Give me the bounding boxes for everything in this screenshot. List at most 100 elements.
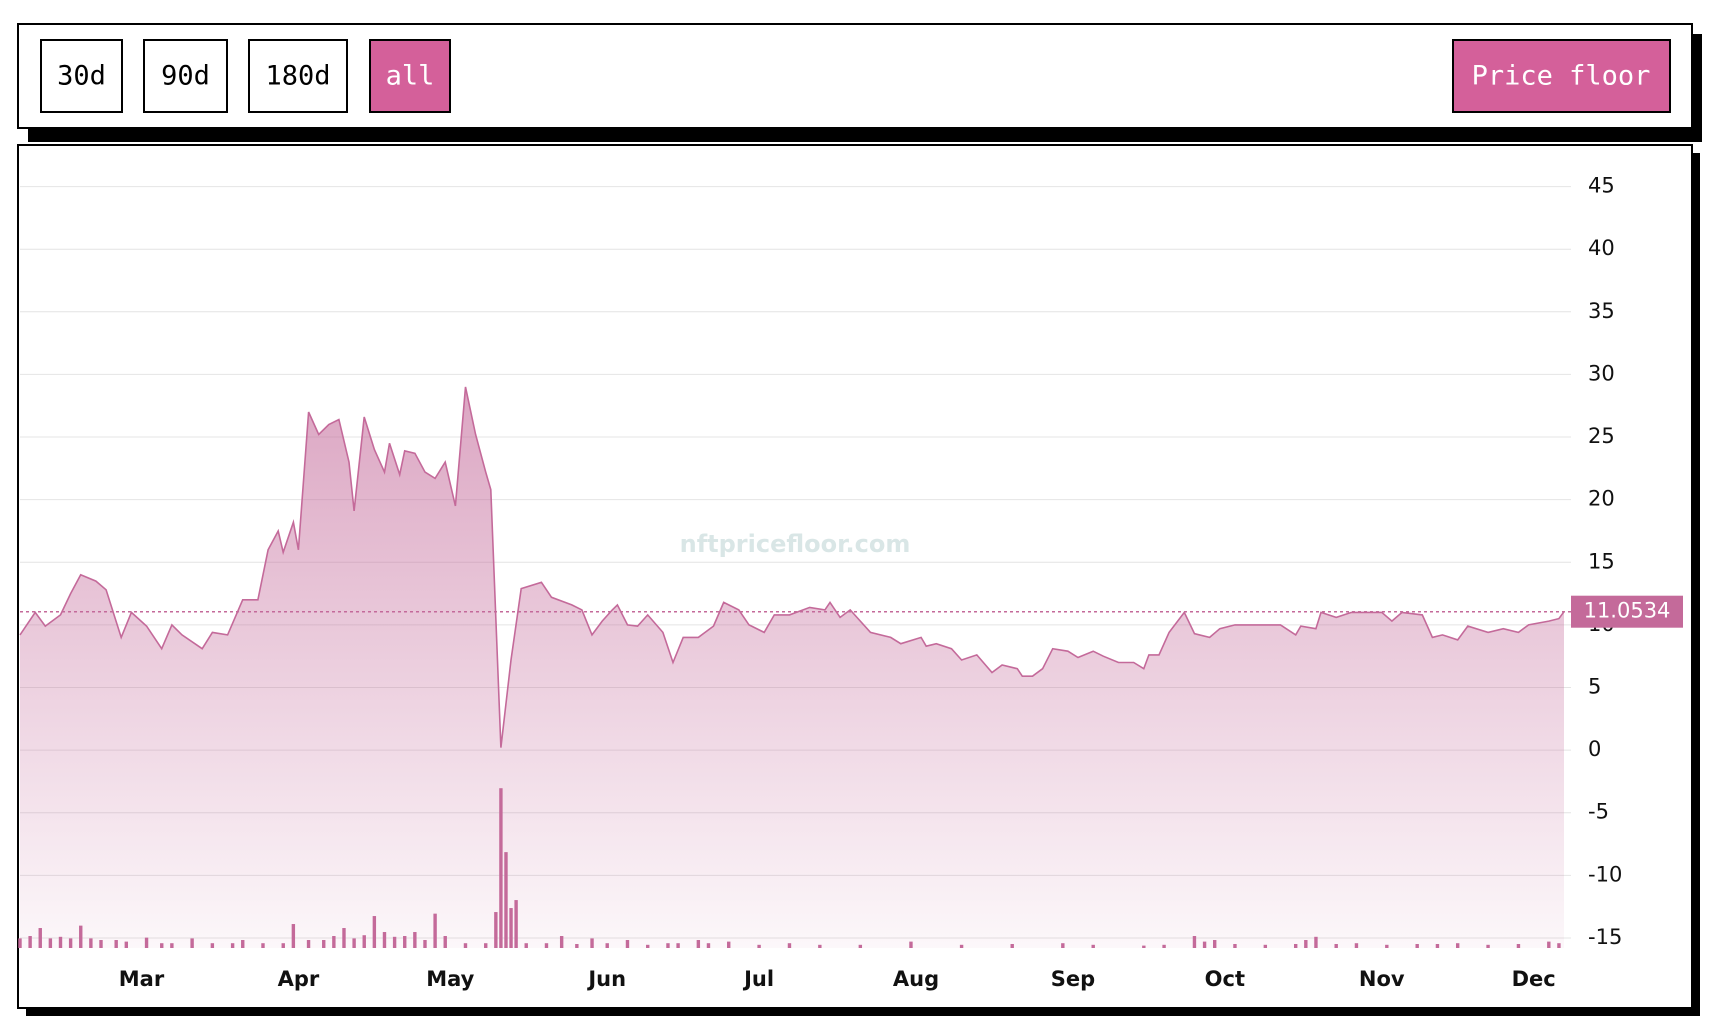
- volume-bar: [559, 936, 564, 948]
- volume-bar: [362, 935, 366, 948]
- volume-bar: [261, 943, 265, 948]
- y-tick-label: 25: [1588, 424, 1615, 448]
- button-box[interactable]: [1452, 39, 1671, 113]
- volume-bar: [160, 943, 164, 948]
- volume-bar: [706, 943, 711, 948]
- y-tick-label: 15: [1588, 549, 1615, 573]
- range-button[interactable]: all: [369, 39, 451, 113]
- volume-bar: [38, 928, 42, 948]
- volume-bar: [281, 943, 285, 948]
- volume-bar: [1486, 944, 1490, 948]
- volume-bar: [676, 943, 680, 948]
- button-label[interactable]: 30d: [57, 61, 106, 92]
- volume-bar: [443, 936, 447, 948]
- volume-bar: [504, 852, 508, 948]
- volume-bar: [342, 928, 346, 948]
- volume-bar: [1010, 944, 1014, 948]
- volume-bar: [696, 940, 701, 948]
- volume-bar: [1233, 944, 1237, 948]
- volume-bar: [1202, 941, 1207, 948]
- current-value-badge: [1571, 595, 1683, 628]
- volume-bar: [909, 941, 913, 948]
- button-box[interactable]: [40, 39, 123, 113]
- volume-bar: [1142, 945, 1146, 948]
- x-tick-label: Jun: [586, 967, 626, 991]
- metric-button[interactable]: Price floor: [1452, 39, 1671, 113]
- volume-bar: [544, 943, 549, 948]
- volume-bar: [89, 938, 93, 948]
- volume-bar: [144, 937, 149, 948]
- volume-bar: [605, 943, 609, 948]
- x-tick-label: Jul: [742, 967, 774, 991]
- volume-bar: [306, 940, 311, 948]
- button-label[interactable]: 180d: [265, 61, 330, 92]
- volume-bar: [727, 941, 731, 948]
- y-tick-label: 45: [1588, 174, 1615, 198]
- watermark: nftpricefloor.com: [680, 530, 911, 558]
- y-tick-label: 5: [1588, 675, 1601, 699]
- range-button[interactable]: 30d: [40, 39, 123, 113]
- volume-bar: [58, 936, 63, 948]
- y-tick-label: -5: [1588, 800, 1609, 824]
- volume-bar: [1455, 943, 1460, 948]
- y-tick-label: -15: [1588, 925, 1622, 949]
- volume-bar: [1192, 936, 1197, 948]
- volume-bar: [590, 938, 594, 948]
- volume-bar: [1334, 944, 1338, 948]
- current-value-label: 11.0534: [1584, 599, 1671, 623]
- volume-bar: [858, 944, 863, 948]
- volume-bar: [1435, 944, 1440, 948]
- volume-bar: [210, 943, 215, 948]
- button-box[interactable]: [143, 39, 228, 113]
- volume-bar: [787, 943, 792, 948]
- volume-bar: [124, 941, 129, 948]
- volume-bar: [499, 788, 503, 948]
- button-box[interactable]: [369, 39, 451, 113]
- x-tick-label: Dec: [1512, 967, 1556, 991]
- x-tick-label: Oct: [1205, 967, 1245, 991]
- volume-bar: [382, 932, 387, 948]
- price-line: [19, 386, 1565, 748]
- x-tick-label: Mar: [119, 967, 165, 991]
- volume-bar: [757, 944, 761, 948]
- button-box[interactable]: [248, 39, 348, 113]
- volume-bar: [1293, 944, 1298, 948]
- volume-bar: [423, 940, 427, 948]
- button-label[interactable]: all: [386, 61, 435, 92]
- button-label[interactable]: 90d: [161, 61, 210, 92]
- volume-bar: [99, 940, 103, 948]
- volume-bar: [1304, 940, 1308, 948]
- y-tick-label: 30: [1588, 361, 1615, 385]
- volume-bar: [463, 943, 468, 948]
- volume-bar: [959, 944, 964, 948]
- y-tick-label: 40: [1588, 236, 1615, 260]
- volume-bar: [575, 944, 579, 948]
- volume-bar: [392, 936, 397, 948]
- plot: -15-10-5051015202530354045MarAprMayJunJu…: [18, 174, 1683, 991]
- toolbar-buttons: 30d 90d 180d all Price floor: [40, 39, 1671, 113]
- volume-bar: [1516, 944, 1521, 948]
- volume-bar: [241, 940, 245, 948]
- volume-bar: [291, 924, 296, 948]
- volume-bar: [1162, 944, 1166, 948]
- volume-bar: [514, 900, 518, 948]
- volume-bar: [646, 944, 650, 948]
- volume-bar: [818, 944, 822, 948]
- volume-bar: [1263, 944, 1268, 948]
- volume-bar: [68, 938, 73, 948]
- volume-bar: [413, 932, 417, 948]
- volume-bar: [524, 943, 528, 948]
- range-button[interactable]: 180d: [248, 39, 348, 113]
- volume-bar: [332, 936, 336, 948]
- volume-bar: [1385, 944, 1389, 948]
- volume-bar: [1213, 940, 1217, 948]
- y-tick-label: 35: [1588, 299, 1615, 323]
- range-button[interactable]: 90d: [143, 39, 228, 113]
- volume-bar: [1091, 944, 1095, 948]
- x-tick-label: May: [426, 967, 474, 991]
- x-tick-label: Apr: [278, 967, 320, 991]
- volume-bar: [433, 913, 437, 948]
- button-label[interactable]: Price floor: [1472, 61, 1651, 92]
